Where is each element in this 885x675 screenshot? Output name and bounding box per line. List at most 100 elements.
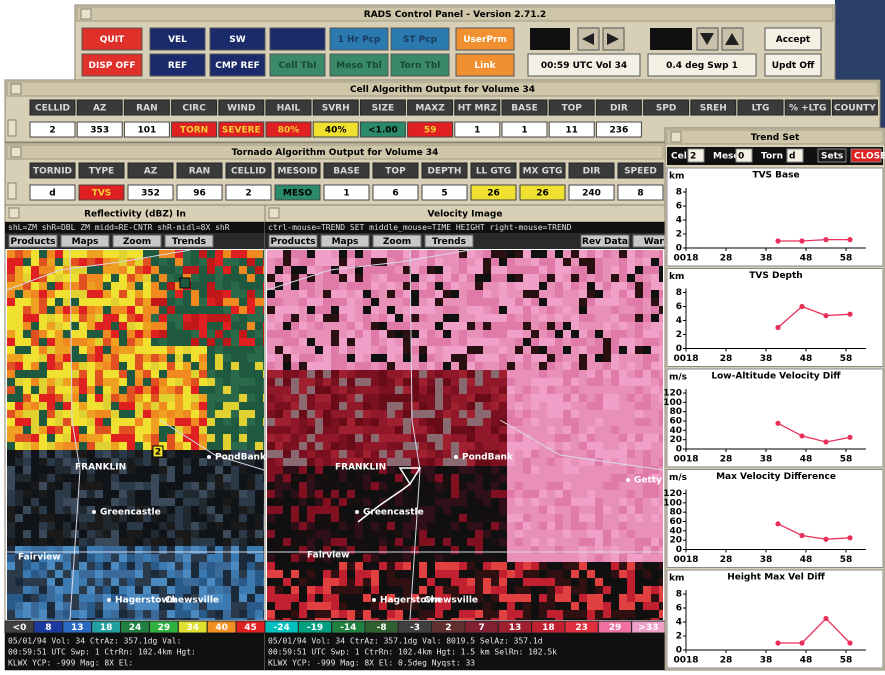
radar-pixel: [395, 554, 403, 562]
button[interactable]: DISP OFF: [89, 61, 136, 71]
radar-pixel: [79, 306, 87, 314]
radar-pixel: [231, 618, 239, 620]
radar-pixel: [299, 434, 307, 442]
radar-pixel: [659, 546, 663, 554]
arrow-icon[interactable]: [725, 33, 739, 45]
radar-pixel: [499, 538, 507, 546]
radar-pixel: [611, 514, 619, 522]
radar-pixel: [223, 338, 231, 346]
control-label[interactable]: 2: [690, 152, 696, 162]
radar-pixel: [611, 258, 619, 266]
button[interactable]: Accept: [776, 35, 811, 45]
radar-pixel: [411, 290, 419, 298]
radar-pixel: [539, 450, 547, 458]
radar-pixel: [215, 306, 223, 314]
radar-pixel: [183, 562, 191, 570]
button[interactable]: ST Pcp: [403, 35, 438, 45]
toolbar-button[interactable]: Products: [10, 237, 55, 247]
radar-pixel: [531, 602, 539, 610]
radar-pixel: [15, 458, 23, 466]
radar-pixel: [7, 474, 15, 482]
radar-pixel: [515, 274, 523, 282]
radar-pixel: [307, 322, 315, 330]
radar-pixel: [63, 386, 71, 394]
radar-pixel: [475, 594, 483, 602]
radar-pixel: [475, 522, 483, 530]
radar-pixel: [403, 282, 411, 290]
radar-pixel: [347, 586, 355, 594]
toolbar-button[interactable]: Warn: [644, 237, 671, 247]
arrow-icon[interactable]: [700, 33, 714, 45]
radar-pixel: [619, 458, 627, 466]
toolbar-button[interactable]: Zoom: [383, 237, 411, 247]
radar-pixel: [167, 570, 175, 578]
radar-pixel: [323, 402, 331, 410]
radar-pixel: [299, 290, 307, 298]
radar-pixel: [283, 610, 291, 618]
button[interactable]: CMP REF: [215, 61, 260, 71]
arrow-icon[interactable]: [607, 33, 619, 45]
radar-pixel: [563, 362, 571, 370]
toolbar-button[interactable]: Zoom: [123, 237, 151, 247]
radar-pixel: [475, 450, 483, 458]
button[interactable]: REF: [168, 61, 187, 71]
toolbar-button[interactable]: Maps: [72, 237, 99, 247]
radar-pixel: [651, 258, 659, 266]
toolbar-button[interactable]: Trends: [432, 237, 466, 247]
radar-pixel: [347, 602, 355, 610]
radar-pixel: [619, 602, 627, 610]
control-button-label[interactable]: Sets: [821, 152, 843, 162]
radar-pixel: [307, 290, 315, 298]
radar-pixel: [651, 466, 659, 474]
button[interactable]: Cell Tbl: [279, 61, 317, 71]
radar-pixel: [555, 418, 563, 426]
radar-pixel: [659, 450, 663, 458]
radar-pixel: [491, 594, 499, 602]
radar-pixel: [571, 394, 579, 402]
radar-pixel: [299, 474, 307, 482]
button[interactable]: Link: [474, 61, 496, 71]
ui-layer: RADS Control Panel - Version 2.71.2QUITD…: [4, 4, 885, 671]
radar-pixel: [499, 314, 507, 322]
radar-pixel: [175, 258, 183, 266]
radar-pixel: [263, 402, 264, 410]
control-button-label[interactable]: CLOSE: [854, 152, 885, 162]
radar-pixel: [71, 522, 79, 530]
radar-pixel: [347, 370, 355, 378]
radar-pixel: [119, 570, 127, 578]
toolbar-button[interactable]: Rev Data: [582, 237, 628, 247]
button[interactable]: 1 Hr Pcp: [338, 35, 381, 45]
button[interactable]: Torn Tbl: [400, 61, 441, 71]
table-handle: [7, 119, 17, 137]
button[interactable]: Meso Tbl: [336, 61, 381, 71]
button[interactable]: QUIT: [100, 35, 125, 45]
radar-pixel: [627, 618, 635, 620]
radar-pixel: [159, 410, 167, 418]
radar-pixel: [47, 418, 55, 426]
arrow-icon[interactable]: [582, 33, 594, 45]
radar-pixel: [467, 378, 475, 386]
button[interactable]: UserPrm: [463, 35, 507, 45]
toolbar-button[interactable]: Products: [270, 237, 315, 247]
radar-pixel: [71, 554, 79, 562]
toolbar-button[interactable]: Maps: [332, 237, 359, 247]
radar-pixel: [263, 426, 264, 434]
radar-pixel: [411, 442, 419, 450]
control-label[interactable]: d: [789, 152, 795, 162]
button[interactable]: VEL: [168, 35, 187, 45]
radar-pixel: [563, 554, 571, 562]
radar-pixel: [183, 370, 191, 378]
radar-pixel: [135, 386, 143, 394]
radar-pixel: [467, 274, 475, 282]
button[interactable]: SW: [229, 35, 245, 45]
radar-pixel: [507, 386, 515, 394]
radar-pixel: [7, 290, 15, 298]
button-face: [81, 27, 143, 51]
control-label[interactable]: 0: [738, 152, 744, 162]
radar-pixel: [435, 290, 443, 298]
button[interactable]: Updt Off: [772, 61, 815, 71]
radar-pixel: [355, 578, 363, 586]
radar-pixel: [435, 498, 443, 506]
toolbar-button[interactable]: Trends: [172, 237, 206, 247]
radar-pixel: [443, 290, 451, 298]
